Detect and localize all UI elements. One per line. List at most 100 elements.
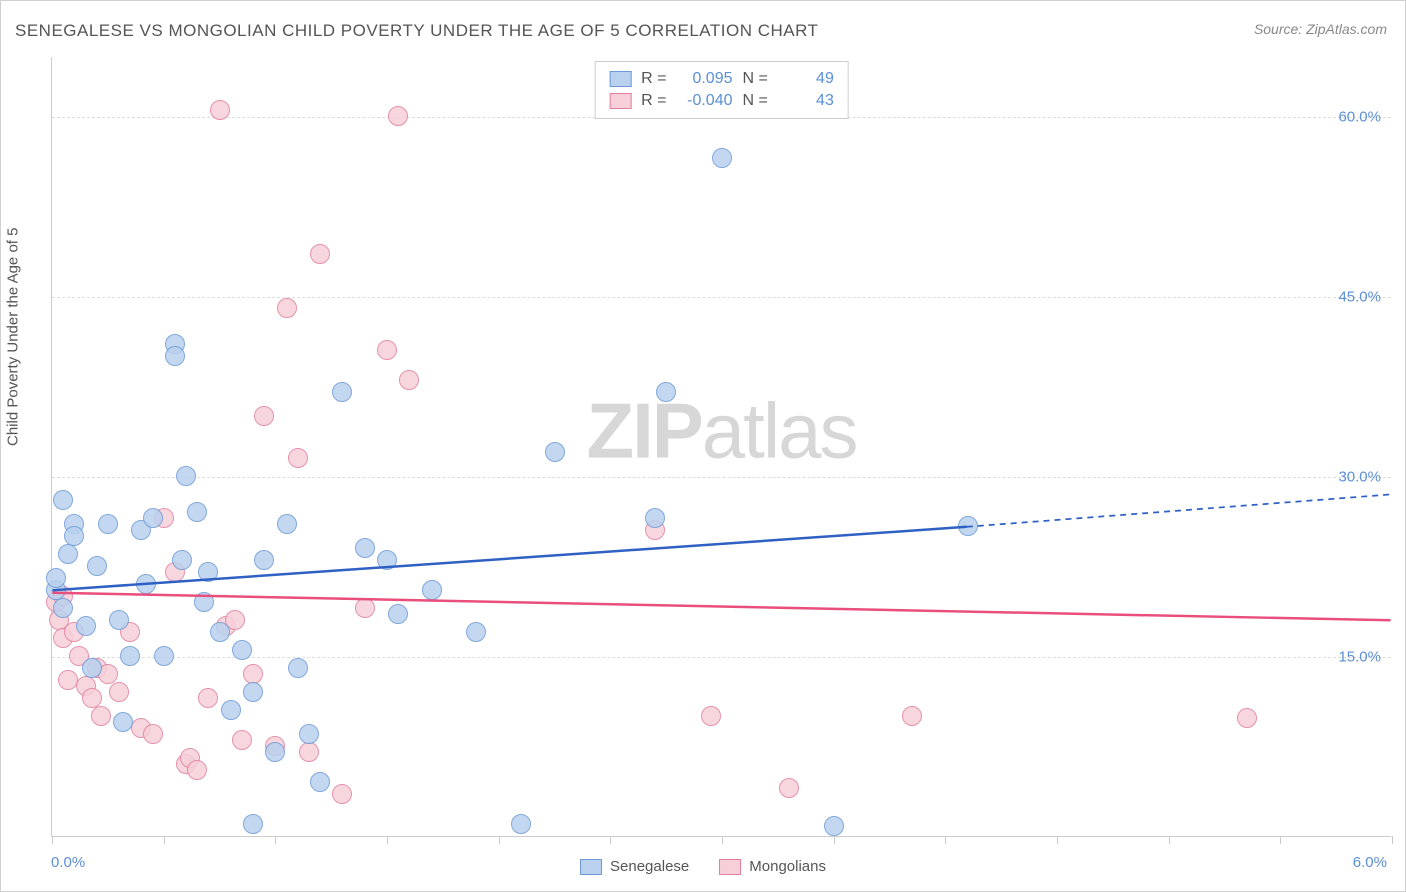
scatter-point (422, 580, 442, 600)
scatter-point (299, 742, 319, 762)
scatter-point (399, 370, 419, 390)
source-label: Source: ZipAtlas.com (1254, 21, 1387, 37)
scatter-point (265, 742, 285, 762)
scatter-point (53, 598, 73, 618)
plot-area: ZIPatlas R = 0.095 N = 49 R = -0.040 N =… (51, 57, 1391, 837)
scatter-point (243, 664, 263, 684)
scatter-point (902, 706, 922, 726)
scatter-point (58, 544, 78, 564)
scatter-point (288, 658, 308, 678)
scatter-point (143, 508, 163, 528)
x-tick (164, 836, 165, 844)
n-label-2: N = (743, 92, 768, 110)
scatter-point (64, 526, 84, 546)
scatter-point (154, 646, 174, 666)
x-tick (499, 836, 500, 844)
trend-line (52, 593, 1390, 621)
legend-item-senegalese: Senegalese (580, 858, 689, 875)
scatter-point (712, 148, 732, 168)
scatter-point (466, 622, 486, 642)
scatter-point (1237, 708, 1257, 728)
scatter-point (288, 448, 308, 468)
scatter-point (46, 568, 66, 588)
scatter-point (194, 592, 214, 612)
scatter-point (824, 816, 844, 836)
y-tick-label: 60.0% (1338, 109, 1381, 126)
swatch-senegalese (609, 71, 631, 87)
scatter-point (377, 550, 397, 570)
watermark-atlas: atlas (702, 386, 857, 474)
scatter-point (165, 346, 185, 366)
x-tick (275, 836, 276, 844)
x-tick (1057, 836, 1058, 844)
x-axis-max-label: 6.0% (1353, 854, 1387, 871)
scatter-point (511, 814, 531, 834)
r-label-2: R = (641, 92, 666, 110)
scatter-point (232, 730, 252, 750)
watermark-zip: ZIP (586, 386, 701, 474)
scatter-point (113, 712, 133, 732)
scatter-point (76, 616, 96, 636)
scatter-point (232, 640, 252, 660)
scatter-point (243, 814, 263, 834)
x-tick (387, 836, 388, 844)
legend-item-mongolians: Mongolians (719, 858, 826, 875)
gridline (52, 297, 1391, 298)
scatter-point (388, 604, 408, 624)
scatter-point (87, 556, 107, 576)
swatch-mongolians-bottom (719, 859, 741, 875)
y-tick-label: 15.0% (1338, 649, 1381, 666)
stats-row-senegalese: R = 0.095 N = 49 (609, 68, 834, 90)
n-value-mongolians: 43 (778, 92, 834, 110)
swatch-senegalese-bottom (580, 859, 602, 875)
scatter-point (82, 658, 102, 678)
scatter-point (98, 514, 118, 534)
scatter-point (645, 508, 665, 528)
scatter-point (136, 574, 156, 594)
r-value-mongolians: -0.040 (677, 92, 733, 110)
scatter-point (187, 760, 207, 780)
x-tick (1169, 836, 1170, 844)
n-value-senegalese: 49 (778, 70, 834, 88)
scatter-point (277, 514, 297, 534)
scatter-point (310, 772, 330, 792)
scatter-point (210, 100, 230, 120)
scatter-point (299, 724, 319, 744)
x-tick (945, 836, 946, 844)
scatter-point (355, 538, 375, 558)
y-tick-label: 30.0% (1338, 469, 1381, 486)
scatter-point (656, 382, 676, 402)
r-label: R = (641, 70, 666, 88)
scatter-point (210, 622, 230, 642)
x-tick (1392, 836, 1393, 844)
scatter-point (120, 646, 140, 666)
watermark: ZIPatlas (586, 385, 856, 476)
stats-row-mongolians: R = -0.040 N = 43 (609, 90, 834, 112)
scatter-point (701, 706, 721, 726)
scatter-point (355, 598, 375, 618)
x-tick (610, 836, 611, 844)
scatter-point (172, 550, 192, 570)
gridline (52, 477, 1391, 478)
x-tick (52, 836, 53, 844)
scatter-point (143, 724, 163, 744)
x-tick (722, 836, 723, 844)
scatter-point (187, 502, 207, 522)
chart-container: SENEGALESE VS MONGOLIAN CHILD POVERTY UN… (0, 0, 1406, 892)
scatter-point (176, 466, 196, 486)
x-tick (1280, 836, 1281, 844)
r-value-senegalese: 0.095 (677, 70, 733, 88)
scatter-point (109, 610, 129, 630)
swatch-mongolians (609, 93, 631, 109)
n-label: N = (743, 70, 768, 88)
legend-label-senegalese: Senegalese (610, 858, 689, 875)
scatter-point (109, 682, 129, 702)
scatter-point (332, 784, 352, 804)
scatter-point (198, 688, 218, 708)
x-axis-min-label: 0.0% (51, 854, 85, 871)
scatter-point (779, 778, 799, 798)
scatter-point (53, 490, 73, 510)
scatter-point (82, 688, 102, 708)
scatter-point (254, 550, 274, 570)
legend-label-mongolians: Mongolians (749, 858, 826, 875)
